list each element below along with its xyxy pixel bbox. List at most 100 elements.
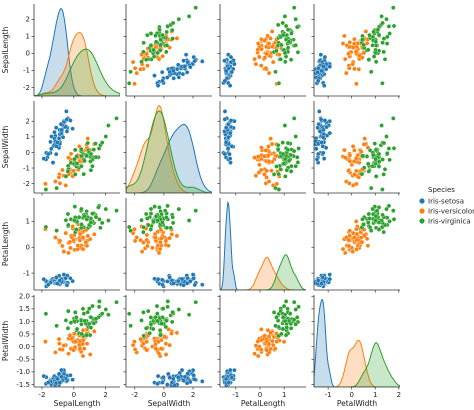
point-iris-virginica	[176, 307, 182, 312]
point-iris-versicolor	[80, 235, 86, 240]
point-iris-virginica	[141, 49, 146, 55]
x-tick-label: -1	[232, 391, 239, 399]
point-iris-versicolor	[347, 181, 352, 186]
point-iris-virginica	[296, 146, 301, 151]
point-iris-virginica	[282, 123, 288, 128]
point-iris-virginica	[169, 27, 175, 33]
point-iris-virginica	[283, 299, 289, 304]
y-tick-label: 0	[26, 149, 30, 157]
point-iris-versicolor	[354, 247, 359, 252]
point-iris-versicolor	[347, 44, 352, 50]
point-iris-setosa	[319, 281, 324, 286]
point-iris-versicolor	[268, 330, 273, 336]
point-iris-virginica	[73, 172, 78, 177]
x-tick-label: 0	[72, 391, 76, 399]
point-iris-virginica	[84, 153, 89, 159]
point-iris-virginica	[379, 123, 384, 128]
point-iris-setosa	[57, 380, 63, 385]
point-iris-setosa	[315, 151, 321, 157]
point-iris-virginica	[376, 227, 382, 232]
point-iris-versicolor	[145, 63, 150, 68]
point-iris-virginica	[90, 163, 95, 169]
point-iris-versicolor	[66, 155, 71, 160]
point-iris-versicolor	[347, 40, 353, 45]
y-tick-label: -2	[23, 180, 30, 188]
point-iris-setosa	[160, 282, 165, 288]
point-iris-setosa	[155, 276, 161, 282]
y-axis-label-sepallength: SepalLength	[1, 26, 10, 73]
kde-curve-iris-setosa	[314, 298, 400, 387]
point-iris-versicolor	[364, 236, 370, 242]
point-iris-virginica	[158, 332, 163, 338]
point-iris-versicolor	[73, 339, 78, 345]
point-iris-versicolor	[134, 70, 139, 76]
point-iris-versicolor	[361, 50, 367, 56]
point-iris-versicolor	[277, 52, 282, 57]
panel-sepalwidth-vs-petallength	[217, 101, 306, 196]
point-iris-versicolor	[354, 168, 359, 174]
point-iris-versicolor	[77, 346, 83, 352]
point-iris-versicolor	[43, 339, 48, 344]
point-iris-virginica	[280, 140, 285, 145]
x-axis-label-petallength: PetalLength	[241, 399, 286, 408]
point-iris-virginica	[295, 160, 301, 165]
point-iris-virginica	[79, 206, 84, 212]
point-iris-virginica	[370, 152, 376, 158]
point-iris-virginica	[280, 151, 286, 157]
point-iris-versicolor	[347, 228, 353, 234]
point-iris-setosa	[68, 276, 73, 281]
point-iris-virginica	[114, 116, 119, 121]
point-iris-versicolor	[156, 56, 162, 62]
point-iris-versicolor	[342, 155, 348, 160]
point-iris-virginica	[170, 309, 175, 315]
point-iris-virginica	[91, 147, 97, 152]
point-iris-virginica	[193, 299, 198, 305]
point-iris-virginica	[391, 23, 397, 29]
point-iris-versicolor	[344, 70, 349, 76]
point-iris-versicolor	[169, 232, 175, 237]
point-iris-virginica	[151, 219, 156, 224]
point-iris-versicolor	[342, 147, 347, 153]
point-iris-virginica	[96, 205, 101, 210]
panel-petallength-vs-sepalwidth	[123, 198, 212, 293]
kde-curve-iris-virginica	[126, 110, 212, 193]
point-iris-setosa	[319, 140, 324, 145]
point-iris-virginica	[148, 322, 154, 327]
point-iris-virginica	[164, 49, 169, 55]
point-iris-virginica	[82, 158, 87, 164]
point-iris-setosa	[315, 278, 321, 283]
point-iris-versicolor	[92, 329, 97, 334]
point-iris-virginica	[286, 318, 292, 324]
point-iris-virginica	[88, 315, 94, 320]
point-iris-versicolor	[356, 67, 362, 72]
point-iris-virginica	[391, 5, 396, 10]
point-iris-virginica	[384, 41, 390, 46]
point-iris-virginica	[148, 206, 154, 212]
point-iris-virginica	[386, 146, 392, 151]
point-iris-versicolor	[68, 245, 73, 251]
point-iris-virginica	[79, 163, 84, 169]
y-tick-label: -1	[23, 164, 30, 172]
point-iris-virginica	[98, 225, 103, 231]
point-iris-virginica	[376, 220, 382, 225]
point-iris-virginica	[361, 42, 366, 48]
legend: Species Iris-setosa Iris-versicolor Iris…	[419, 186, 474, 226]
point-iris-virginica	[387, 219, 392, 224]
y-axis-label-sepalwidth: SepalWidth	[1, 125, 10, 168]
point-iris-setosa	[155, 381, 160, 387]
point-iris-virginica	[291, 5, 297, 10]
point-iris-setosa	[190, 367, 196, 373]
panel-content	[314, 5, 397, 88]
point-iris-versicolor	[353, 156, 359, 161]
point-iris-virginica	[176, 206, 182, 212]
point-iris-virginica	[380, 81, 385, 86]
point-iris-setosa	[159, 277, 165, 283]
point-iris-versicolor	[258, 167, 264, 173]
point-iris-virginica	[155, 218, 160, 223]
point-iris-versicolor	[274, 181, 280, 187]
point-iris-versicolor	[156, 339, 161, 345]
point-iris-virginica	[271, 172, 277, 177]
y-tick-label: 0.5	[19, 330, 30, 338]
point-iris-versicolor	[365, 243, 371, 248]
